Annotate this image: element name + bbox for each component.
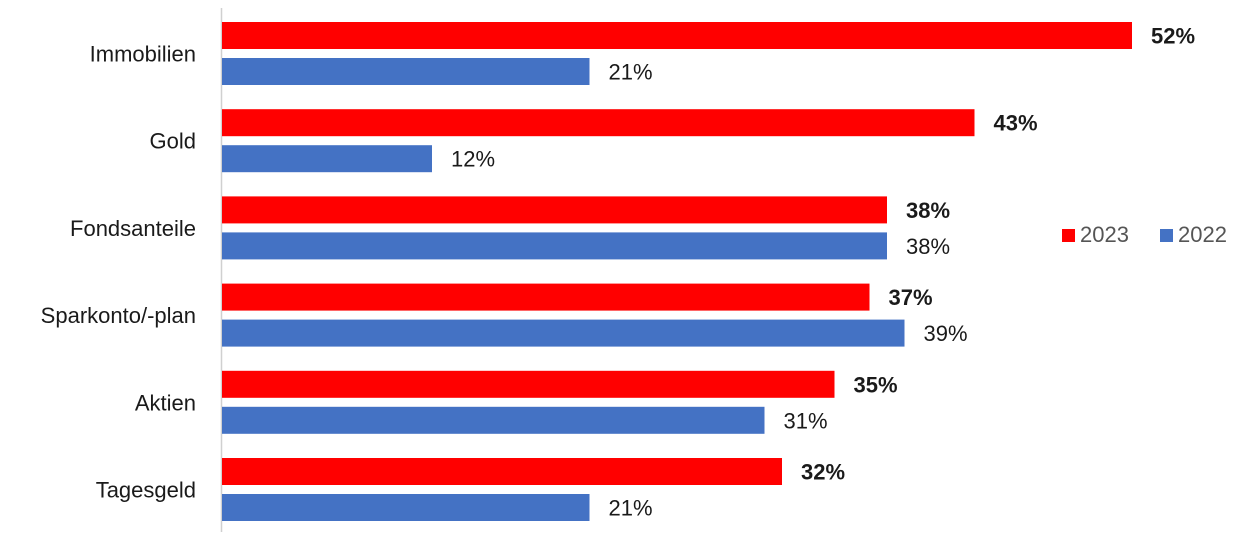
value-labels: 52% 21% 43% 12% 38% 38% 37% 39% 35% 31% 32% 21% — [451, 24, 1195, 521]
bar-2023-1 — [222, 109, 975, 137]
legend-label-2023: 2023 — [1080, 222, 1129, 247]
category-label: Aktien — [135, 390, 196, 415]
bars — [222, 22, 1132, 521]
value-label-2023-3: 37% — [889, 285, 933, 310]
value-label-2022-0: 21% — [609, 60, 653, 85]
bar-2023-4 — [222, 370, 835, 398]
value-label-2023-4: 35% — [854, 372, 898, 397]
bar-2023-5 — [222, 458, 782, 485]
value-label-2023-1: 43% — [994, 111, 1038, 136]
category-label: Tagesgeld — [96, 478, 196, 503]
category-labels: Immobilien Gold Fondsanteile Sparkonto/-pla… — [41, 42, 196, 503]
category-label: Immobilien — [90, 42, 196, 67]
bar-2022-5 — [222, 494, 590, 521]
category-label: Sparkonto/-plan — [41, 303, 196, 328]
value-label-2022-5: 21% — [609, 496, 653, 521]
bar-2023-2 — [222, 196, 887, 224]
bar-2022-0 — [222, 58, 590, 85]
legend-swatch-2023 — [1062, 229, 1075, 242]
value-label-2022-4: 31% — [784, 408, 828, 433]
bar-2022-3 — [222, 319, 905, 347]
value-label-2023-5: 32% — [801, 460, 845, 485]
category-label: Gold — [150, 129, 196, 154]
value-label-2022-1: 12% — [451, 147, 495, 172]
value-label-2023-2: 38% — [906, 198, 950, 223]
bar-2023-0 — [222, 22, 1132, 49]
legend-label-2022: 2022 — [1178, 222, 1227, 247]
legend: 2023 2022 — [1062, 222, 1227, 247]
value-label-2023-0: 52% — [1151, 24, 1195, 49]
value-label-2022-2: 38% — [906, 234, 950, 259]
bar-2022-1 — [222, 145, 432, 173]
category-label: Fondsanteile — [70, 216, 196, 241]
bar-2022-4 — [222, 406, 765, 434]
legend-swatch-2022 — [1160, 229, 1173, 242]
value-label-2022-3: 39% — [924, 321, 968, 346]
bar-2022-2 — [222, 232, 887, 260]
bar-2023-3 — [222, 283, 870, 311]
